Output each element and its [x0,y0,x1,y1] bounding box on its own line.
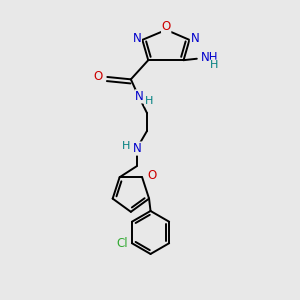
Text: N: N [133,32,141,45]
Text: H: H [145,96,153,106]
Text: O: O [94,70,103,83]
Text: NH: NH [201,51,219,64]
Text: N: N [135,90,144,103]
Text: N: N [133,142,142,155]
Text: O: O [147,169,157,182]
Text: Cl: Cl [116,237,127,250]
Text: H: H [210,60,218,70]
Text: H: H [122,141,130,151]
Text: N: N [190,32,199,45]
Text: O: O [162,20,171,32]
